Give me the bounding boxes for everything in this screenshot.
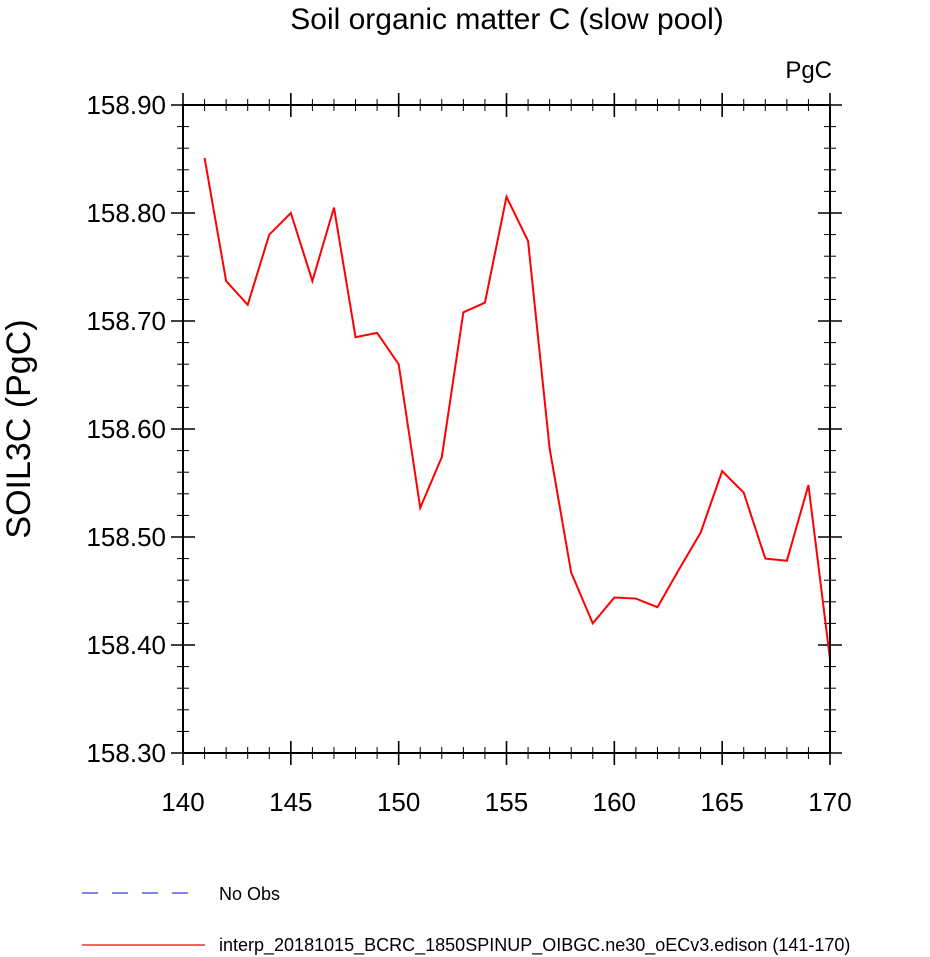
series-layer <box>203 157 831 660</box>
x-tick-label: 165 <box>700 787 743 817</box>
y-axis-label: SOIL3C (PgC) <box>0 319 38 538</box>
series-line-1 <box>203 157 831 660</box>
y-tick-label: 158.80 <box>86 198 166 228</box>
y-tick-labels: 158.30 158.40 158.50 158.60 158.70 158.80 158.… <box>86 90 166 768</box>
x-tick-label: 140 <box>161 787 204 817</box>
x-tick-label: 160 <box>593 787 636 817</box>
chart-title: Soil organic matter C (slow pool) <box>290 3 724 36</box>
y-tick-label: 158.40 <box>86 630 166 660</box>
y-tick-label: 158.30 <box>86 738 166 768</box>
major-ticks <box>171 93 842 765</box>
x-tick-label: 170 <box>808 787 851 817</box>
chart-units: PgC <box>785 57 832 84</box>
x-tick-labels: 140 145 150 155 160 165 170 <box>161 787 851 817</box>
plot-frame <box>182 104 831 754</box>
y-tick-label: 158.50 <box>86 522 166 552</box>
x-tick-label: 145 <box>269 787 312 817</box>
legend-label-no-obs: No Obs <box>219 884 280 904</box>
x-tick-label: 155 <box>485 787 528 817</box>
x-tick-label: 150 <box>377 787 420 817</box>
legend-label-model-run: interp_20181015_BCRC_1850SPINUP_OIBGC.ne… <box>219 935 850 956</box>
y-tick-label: 158.60 <box>86 414 166 444</box>
y-tick-label: 158.70 <box>86 306 166 336</box>
legend: No Obs interp_20181015_BCRC_1850SPINUP_O… <box>82 884 850 956</box>
y-tick-label: 158.90 <box>86 90 166 120</box>
